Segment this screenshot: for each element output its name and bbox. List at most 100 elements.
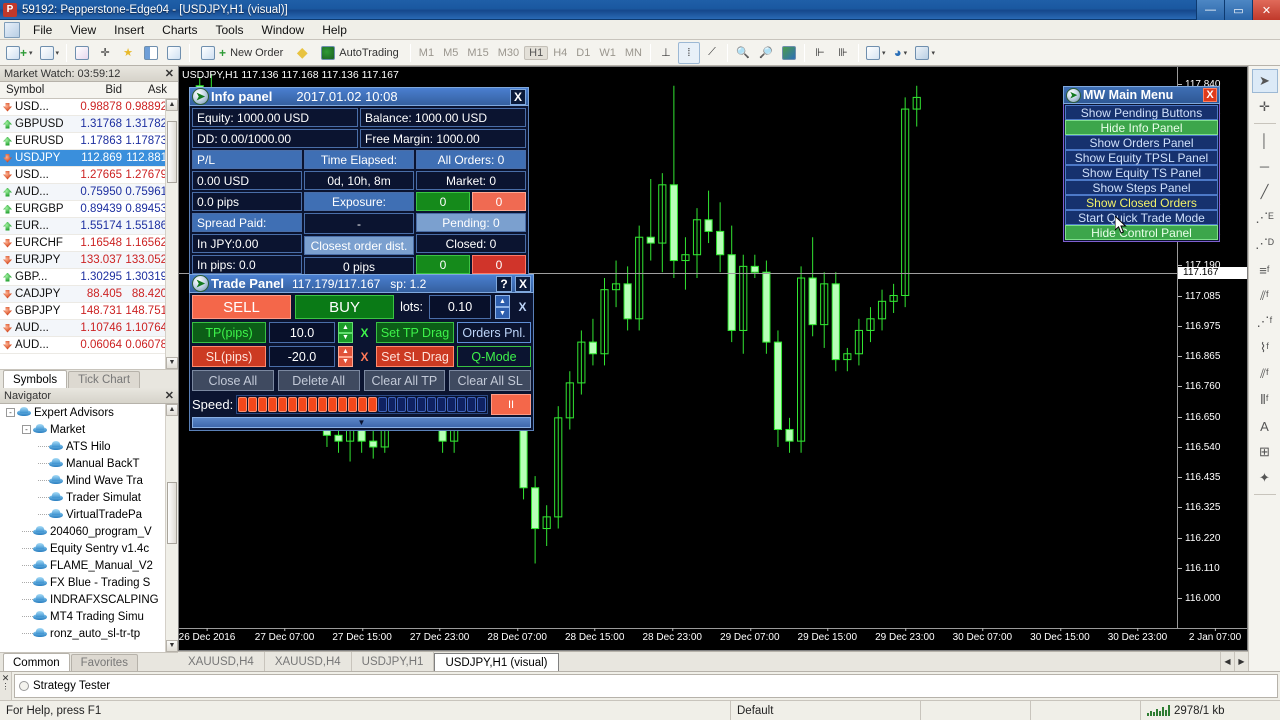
std-deviation-channel-icon[interactable]: ⋰ᴰ bbox=[1255, 236, 1274, 251]
speed-cell[interactable] bbox=[327, 397, 337, 412]
tp-clear-button[interactable]: X bbox=[356, 322, 373, 343]
zoom-out-icon[interactable]: 🔎 bbox=[759, 47, 773, 59]
equidistant-channel-icon[interactable]: ⋰ᴱ bbox=[1255, 210, 1274, 225]
speed-cell[interactable] bbox=[337, 397, 347, 412]
templates-icon[interactable]: ▾ bbox=[912, 42, 938, 64]
speed-cell[interactable] bbox=[477, 397, 487, 412]
pause-button[interactable]: II bbox=[491, 394, 531, 415]
market-watch-row[interactable]: AUD... 1.10746 1.10764 bbox=[0, 320, 178, 337]
tp-label-button[interactable]: TP(pips) bbox=[192, 322, 266, 343]
info-panel-close-button[interactable]: X bbox=[510, 88, 526, 105]
market-watch-row[interactable]: GBP... 1.30295 1.30319 bbox=[0, 269, 178, 286]
chart-tab-usdjpy-h1-visual[interactable]: USDJPY,H1 (visual) bbox=[434, 653, 559, 672]
menu-show-equity-tpsl-panel[interactable]: Show Equity TPSL Panel bbox=[1065, 150, 1218, 165]
navigator-close-icon[interactable]: ✕ bbox=[164, 390, 174, 402]
menu-item-charts[interactable]: Charts bbox=[162, 22, 198, 37]
close-all-button[interactable]: Close All bbox=[192, 370, 274, 391]
menu-show-equity-ts-panel[interactable]: Show Equity TS Panel bbox=[1065, 165, 1218, 180]
vertical-line-tool-icon[interactable]: │ bbox=[1260, 132, 1269, 148]
clear-all-tp-button[interactable]: Clear All TP bbox=[363, 370, 446, 391]
sell-button[interactable]: SELL bbox=[192, 295, 292, 319]
navigator-item[interactable]: Mind Wave Tra bbox=[0, 472, 178, 489]
nav-scroll-thumb[interactable] bbox=[167, 482, 177, 544]
trade-panel-help-button[interactable]: ? bbox=[496, 275, 512, 292]
speed-cell[interactable] bbox=[387, 397, 397, 412]
navigator-item[interactable]: ronz_auto_sl-tr-tp bbox=[0, 625, 178, 642]
speed-cell[interactable] bbox=[268, 397, 278, 412]
lots-clear-button[interactable]: X bbox=[514, 295, 531, 319]
speed-cell[interactable] bbox=[397, 397, 407, 412]
trendline-tool-icon[interactable]: ╱ bbox=[1260, 184, 1269, 199]
timeframe-d1[interactable]: D1 bbox=[576, 46, 591, 59]
crosshair-tool-icon[interactable]: ✛ bbox=[1259, 99, 1270, 114]
column-ask[interactable]: Ask bbox=[147, 84, 167, 96]
strategy-tester-tab[interactable]: Strategy Tester bbox=[14, 674, 1278, 698]
market-watch-close-icon[interactable]: ✕ bbox=[164, 68, 174, 80]
strategy-tester-icon[interactable] bbox=[163, 42, 185, 64]
chart-tab-next-icon[interactable]: ▶ bbox=[1234, 652, 1248, 671]
market-watch-row[interactable]: USDJPY 112.869 112.881 bbox=[0, 150, 178, 167]
speed-cell[interactable] bbox=[317, 397, 327, 412]
terminal-icon[interactable]: ★ bbox=[123, 47, 133, 59]
chart-tab-xauusd-h4-1[interactable]: XAUUSD,H4 bbox=[178, 652, 265, 671]
metaeditor-icon[interactable]: ◆ bbox=[296, 44, 308, 60]
speed-cell[interactable] bbox=[367, 397, 377, 412]
andrews-pitchfork-icon[interactable]: ⫴ᶠ bbox=[1260, 392, 1269, 407]
tp-stepper[interactable]: ▲ ▼ bbox=[338, 322, 353, 343]
timeframe-w1[interactable]: W1 bbox=[599, 46, 616, 59]
tab-common[interactable]: Common bbox=[3, 653, 70, 671]
speed-cell[interactable] bbox=[457, 397, 467, 412]
navigator-item[interactable]: FX Blue - Trading S bbox=[0, 574, 178, 591]
chart-tab-prev-icon[interactable]: ◀ bbox=[1220, 652, 1234, 671]
mw-menu-close-button[interactable]: X bbox=[1203, 88, 1217, 102]
scroll-down-icon[interactable]: ▼ bbox=[166, 357, 178, 369]
set-tp-drag-button[interactable]: Set TP Drag bbox=[376, 322, 454, 343]
speed-cell[interactable] bbox=[278, 397, 287, 412]
navigator-item[interactable]: - Expert Advisors bbox=[0, 404, 178, 421]
speed-cell[interactable] bbox=[437, 397, 447, 412]
speed-cell[interactable] bbox=[407, 397, 417, 412]
market-watch-row[interactable]: USD... 0.98878 0.98892 bbox=[0, 99, 178, 116]
speed-control[interactable]: Speed: II bbox=[192, 394, 531, 415]
speed-cell[interactable] bbox=[427, 397, 437, 412]
market-watch-row[interactable]: EURGBP 0.89439 0.89453 bbox=[0, 201, 178, 218]
speed-cell[interactable] bbox=[258, 397, 268, 412]
info-panel[interactable]: ➤ Info panel 2017.01.02 10:08 X Equity: … bbox=[189, 87, 529, 279]
candlestick-chart-icon[interactable]: ⁞ bbox=[677, 41, 700, 64]
menu-show-closed-orders[interactable]: Show Closed Orders bbox=[1065, 195, 1218, 210]
speed-cell[interactable] bbox=[297, 397, 307, 412]
market-watch-row[interactable]: AUD... 0.06064 0.06078 bbox=[0, 337, 178, 354]
tree-expander-icon[interactable]: - bbox=[22, 425, 31, 434]
speed-cell[interactable] bbox=[377, 397, 387, 412]
new-order-button[interactable]: + New Order bbox=[194, 42, 290, 64]
periodicity-icon[interactable]: ◕ ▾ bbox=[893, 45, 908, 60]
sl-stepper[interactable]: ▲ ▼ bbox=[338, 346, 353, 367]
sl-clear-button[interactable]: X bbox=[356, 346, 373, 367]
chart-tab-xauusd-h4-2[interactable]: XAUUSD,H4 bbox=[265, 652, 352, 671]
menu-show-pending-buttons[interactable]: Show Pending Buttons bbox=[1065, 105, 1218, 120]
timeframe-m1[interactable]: M1 bbox=[418, 46, 435, 59]
menu-item-help[interactable]: Help bbox=[322, 22, 347, 37]
line-chart-icon[interactable]: ⟋ bbox=[708, 46, 716, 58]
text-box-icon[interactable]: ⊞ bbox=[1259, 444, 1270, 459]
menu-show-orders-panel[interactable]: Show Orders Panel bbox=[1065, 135, 1218, 150]
zoom-in-icon[interactable]: 🔍 bbox=[736, 47, 750, 59]
menu-hide-info-panel[interactable]: Hide Info Panel bbox=[1065, 120, 1218, 135]
trade-panel-close-button[interactable]: X bbox=[515, 275, 531, 292]
timeframe-h1[interactable]: H1 bbox=[524, 45, 549, 60]
tree-expander-icon[interactable]: - bbox=[6, 408, 15, 417]
data-window-icon[interactable] bbox=[140, 42, 162, 64]
navigator-item[interactable]: Manual BackT bbox=[0, 455, 178, 472]
timeframe-mn[interactable]: MN bbox=[624, 46, 642, 59]
text-label-icon[interactable]: A bbox=[1260, 418, 1269, 434]
tab-symbols[interactable]: Symbols bbox=[3, 370, 68, 388]
market-watch-scrollbar[interactable]: ▲ ▼ bbox=[165, 99, 178, 369]
strategy-tester-grip[interactable]: ⋮ bbox=[1, 682, 10, 691]
clear-all-sl-button[interactable]: Clear All SL bbox=[449, 370, 531, 391]
buy-button[interactable]: BUY bbox=[295, 295, 395, 319]
tab-favorites[interactable]: Favorites bbox=[70, 654, 138, 671]
chart-shift-icon[interactable]: ⊩ bbox=[815, 47, 825, 59]
fibo-fan-icon[interactable]: ⋰ᶠ bbox=[1256, 314, 1273, 329]
nav-scroll-up-icon[interactable]: ▲ bbox=[166, 404, 178, 416]
speed-cell[interactable] bbox=[447, 397, 457, 412]
